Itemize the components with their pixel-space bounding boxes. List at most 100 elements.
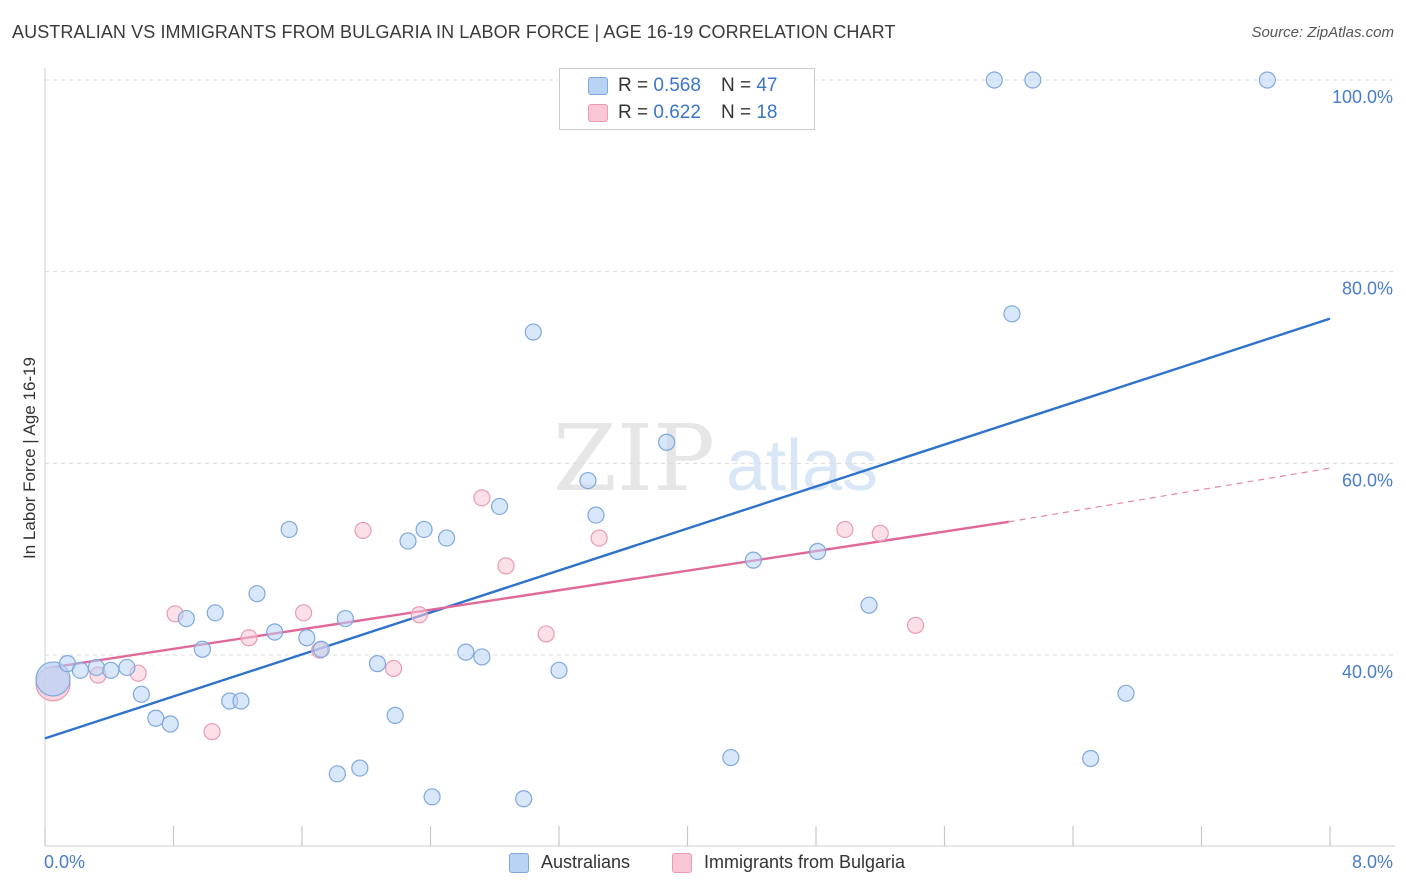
australians-point: [1003, 305, 1021, 323]
australians-point: [266, 623, 284, 641]
australians-point: [860, 596, 878, 614]
bulgaria-point: [537, 625, 555, 643]
bulgaria-point: [354, 521, 372, 540]
legend-item-bulgaria: Immigrants from Bulgaria: [672, 852, 905, 873]
y-tick-labels: 40.0% 60.0% 80.0% 100.0%: [1332, 87, 1393, 682]
australians-points: [35, 71, 1276, 808]
australians-point: [386, 706, 404, 724]
australians-point: [1258, 71, 1276, 89]
y-tick-label: 40.0%: [1342, 662, 1393, 682]
australians-point: [1024, 71, 1042, 89]
australians-point: [193, 640, 212, 658]
australians-point: [351, 759, 369, 777]
australians-point: [744, 551, 762, 569]
australians-point: [550, 661, 568, 679]
australians-point: [490, 497, 509, 516]
x-tick-label-max: 8.0%: [1351, 852, 1393, 872]
australians-point: [177, 609, 195, 628]
r-label: R =: [618, 75, 649, 96]
y-tick-label: 100.0%: [1332, 87, 1393, 107]
australians-point: [118, 658, 136, 677]
legend-label-bulgaria: Immigrants from Bulgaria: [704, 852, 906, 872]
australians-point: [336, 609, 354, 628]
australians-point: [328, 765, 346, 783]
australians-point: [147, 709, 165, 727]
australians-point: [515, 790, 533, 808]
chart-title: AUSTRALIAN VS IMMIGRANTS FROM BULGARIA I…: [12, 22, 896, 42]
australians-point: [298, 629, 316, 647]
source-label: Source: ZipAtlas.com: [1251, 24, 1394, 41]
australians-trend-line: [44, 317, 1331, 740]
australians-point: [35, 661, 71, 697]
australians-point: [102, 661, 120, 679]
stats-row-australians: R = 0.568 N = 47: [618, 74, 777, 98]
australians-point: [423, 788, 441, 806]
watermark-atlas: atlas: [726, 426, 878, 506]
australians-point: [524, 323, 542, 341]
bulgaria-point: [410, 606, 428, 624]
bulgaria-point: [497, 557, 515, 575]
y-tick-label: 80.0%: [1342, 279, 1393, 299]
bulgaria-point: [473, 489, 491, 507]
australians-point: [579, 471, 597, 490]
watermark-zip: ZIP: [553, 405, 715, 512]
legend-swatch-australians: [509, 852, 529, 873]
australians-point: [722, 748, 740, 767]
bulgaria-point: [295, 604, 313, 622]
n-value: 47: [756, 75, 778, 96]
australians-point: [87, 658, 106, 677]
australians-point: [658, 433, 676, 451]
australians-point: [985, 71, 1003, 89]
australians-point: [587, 506, 605, 524]
australians-point: [248, 585, 266, 603]
australians-point: [415, 520, 433, 539]
australians-point: [809, 542, 827, 561]
legend-label-australians: Australians: [541, 852, 631, 872]
bulgaria-point: [906, 616, 925, 634]
stats-legend: R = 0.568 N = 47 R = 0.622 N = 18: [559, 68, 815, 130]
australians-point: [280, 520, 298, 539]
australians-point: [161, 715, 179, 733]
australians-point: [132, 685, 150, 703]
australians-point: [473, 648, 491, 666]
bulgaria-point: [240, 629, 258, 647]
bulgaria-points: [35, 489, 925, 741]
r-label: R =: [618, 102, 649, 123]
australians-point: [399, 532, 417, 550]
bulgaria-point: [590, 529, 608, 547]
n-value: 18: [756, 102, 778, 123]
bulgaria-point: [384, 659, 403, 678]
bulgaria-trend-line: [44, 520, 1009, 670]
bulgaria-point: [203, 723, 221, 741]
stats-row-bulgaria: R = 0.622 N = 18: [618, 101, 777, 125]
series-legend: Australians Immigrants from Bulgaria: [0, 852, 1406, 878]
australians-point: [312, 640, 330, 658]
australians-point: [71, 661, 89, 679]
legend-swatch-bulgaria: [672, 852, 692, 873]
y-axis-label: In Labor Force | Age 16-19: [20, 357, 39, 559]
watermark: ZIP atlas: [553, 405, 878, 512]
australians-swatch: [588, 77, 608, 95]
y-tick-label: 60.0%: [1342, 470, 1393, 490]
legend-item-australians: Australians: [509, 852, 630, 873]
australians-point: [1117, 684, 1135, 702]
bulgaria-point: [836, 520, 854, 539]
australians-point: [1082, 749, 1100, 768]
n-label: N =: [720, 75, 752, 96]
bulgaria-swatch: [588, 104, 608, 122]
australians-point: [206, 604, 224, 622]
n-label: N =: [720, 102, 752, 123]
x-tick-label-min: 0.0%: [44, 852, 86, 872]
gridlines: [45, 79, 1395, 656]
r-value: 0.622: [653, 102, 701, 123]
australians-point: [457, 643, 475, 661]
bulgaria-point: [871, 524, 889, 542]
australians-point: [368, 655, 387, 673]
bulgaria-trend-extension: [1008, 467, 1331, 523]
r-value: 0.568: [653, 75, 701, 96]
trend-lines: [44, 317, 1331, 740]
axes: [44, 68, 1395, 847]
australians-point: [437, 529, 456, 547]
australians-point: [232, 692, 250, 710]
